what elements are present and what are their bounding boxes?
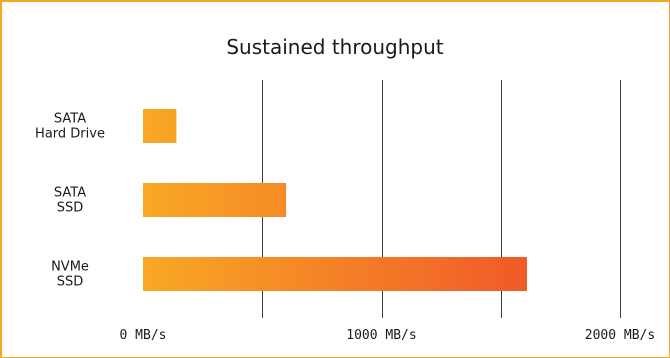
bars [143,109,527,291]
category-labels: SATA Hard Drive SATA SSD NVMe SSD [35,112,105,290]
category-label-1: SATA SSD [54,186,86,216]
x-tick-label-0: 0 MB/s [120,328,167,343]
x-tick-label-2: 1000 MB/s [346,328,416,343]
bar-1 [143,183,287,217]
chart-title: Sustained throughput [226,35,443,59]
category-label-2: NVMe SSD [51,260,89,290]
category-label-0: SATA Hard Drive [35,112,105,142]
bar-0 [143,109,177,143]
x-tick-labels: 0 MB/s 1000 MB/s 2000 MB/s [120,328,656,343]
bar-2 [143,257,527,291]
x-tick-label-4: 2000 MB/s [585,328,655,343]
